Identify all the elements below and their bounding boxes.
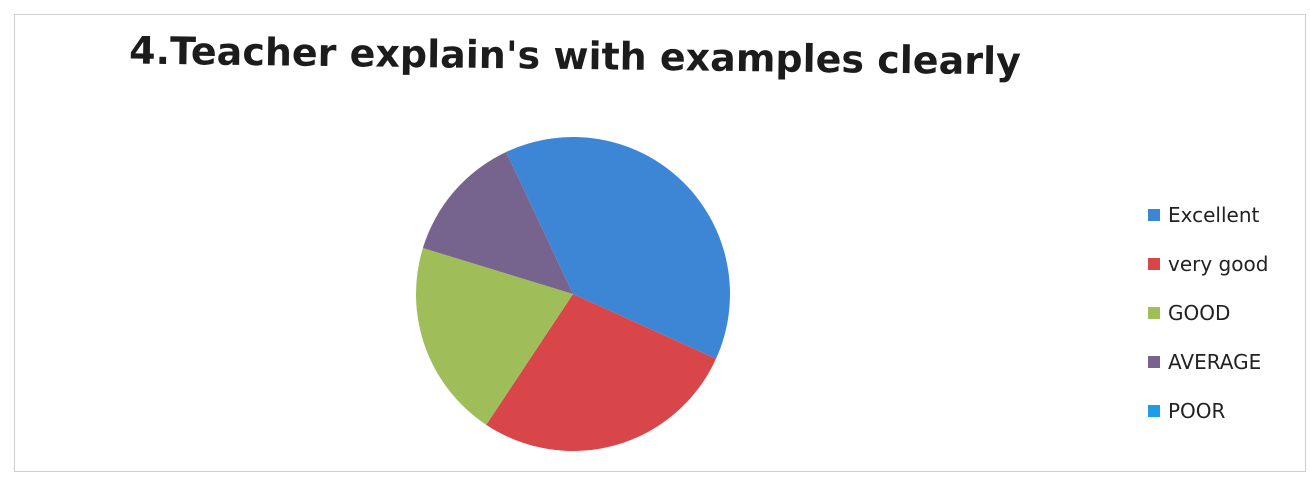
pie-slice-average	[422, 151, 573, 294]
legend-swatch-average	[1148, 355, 1160, 368]
pie-slice-very-good	[486, 294, 716, 452]
pie-slice-excellent	[506, 136, 731, 359]
legend-item-average: AVERAGE	[1148, 337, 1268, 386]
legend-label-very-good: very good	[1168, 251, 1269, 276]
legend-swatch-poor	[1148, 404, 1160, 417]
legend: Excellent very good GOOD AVERAGE POOR	[1148, 190, 1268, 435]
legend-label-average: AVERAGE	[1168, 349, 1262, 374]
legend-swatch-good	[1148, 306, 1160, 319]
legend-swatch-excellent	[1148, 208, 1160, 221]
legend-item-poor: POOR	[1148, 386, 1268, 435]
pie-slice-good	[416, 248, 573, 425]
legend-item-good: GOOD	[1148, 288, 1268, 337]
legend-item-very-good: very good	[1148, 239, 1268, 288]
legend-item-excellent: Excellent	[1148, 190, 1268, 239]
legend-label-poor: POOR	[1168, 398, 1226, 423]
legend-label-excellent: Excellent	[1168, 202, 1260, 227]
legend-swatch-very-good	[1148, 257, 1160, 270]
legend-label-good: GOOD	[1168, 300, 1231, 325]
